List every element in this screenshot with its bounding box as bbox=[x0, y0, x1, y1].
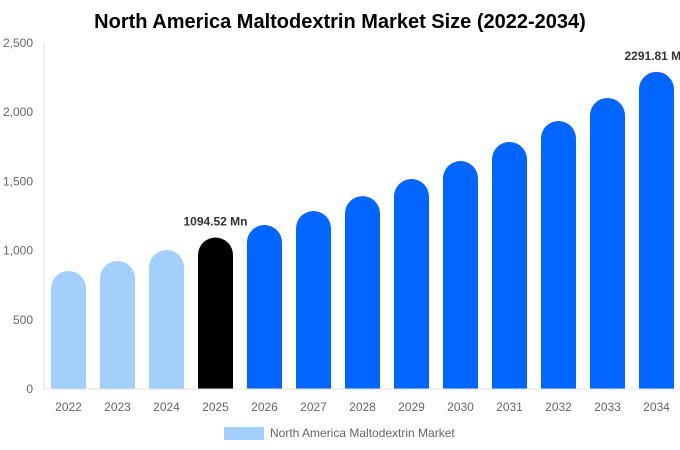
data-labels: 1094.52 Mn 2291.81 Mn bbox=[183, 49, 680, 229]
x-tick-label: 2034 bbox=[643, 400, 670, 414]
bar-2023[interactable] bbox=[100, 260, 135, 389]
y-tick-label: 0 bbox=[26, 382, 33, 396]
x-tick-label: 2023 bbox=[104, 400, 131, 414]
x-tick-label: 2024 bbox=[153, 400, 180, 414]
x-tick-label: 2027 bbox=[300, 400, 327, 414]
x-tick-label: 2031 bbox=[496, 400, 523, 414]
y-tick-label: 2,500 bbox=[3, 36, 33, 50]
legend-swatch bbox=[224, 427, 264, 440]
bar-2028[interactable] bbox=[345, 196, 380, 389]
x-tick-label: 2033 bbox=[594, 400, 621, 414]
bar-2025[interactable] bbox=[198, 237, 233, 389]
bar-2026[interactable] bbox=[247, 224, 282, 389]
y-tick-label: 2,000 bbox=[3, 105, 33, 119]
x-tick-label: 2022 bbox=[55, 400, 82, 414]
x-axis: 2022 2023 2024 2025 2026 2027 2028 2029 2030 2031… bbox=[44, 388, 680, 414]
chart-title: North America Maltodextrin Market Size (… bbox=[94, 11, 586, 33]
data-label: 1094.52 Mn bbox=[183, 215, 247, 229]
bar-2033[interactable] bbox=[590, 97, 625, 390]
y-tick-label: 500 bbox=[13, 313, 33, 327]
x-tick-label: 2030 bbox=[447, 400, 474, 414]
y-tick-label: 1,500 bbox=[3, 174, 33, 188]
x-tick-label: 2032 bbox=[545, 400, 572, 414]
legend[interactable]: North America Maltodextrin Market bbox=[224, 426, 455, 440]
x-tick-label: 2028 bbox=[349, 400, 376, 414]
y-tick-label: 1,000 bbox=[3, 244, 33, 258]
bar-2024[interactable] bbox=[149, 250, 184, 389]
legend-label: North America Maltodextrin Market bbox=[270, 426, 455, 440]
bar-2027[interactable] bbox=[296, 211, 331, 389]
bar-2032[interactable] bbox=[541, 121, 576, 389]
y-axis: 0 500 1,000 1,500 2,000 2,500 bbox=[3, 36, 45, 396]
bars bbox=[51, 71, 674, 390]
x-tick-label: 2026 bbox=[251, 400, 278, 414]
bar-2031[interactable] bbox=[492, 141, 527, 389]
x-tick-label: 2029 bbox=[398, 400, 425, 414]
data-label: 2291.81 Mn bbox=[624, 49, 680, 63]
bar-2022[interactable] bbox=[51, 270, 86, 389]
bar-2030[interactable] bbox=[443, 161, 478, 389]
bar-2034[interactable] bbox=[639, 71, 674, 389]
x-tick-label: 2025 bbox=[202, 400, 229, 414]
bar-2029[interactable] bbox=[394, 179, 429, 389]
